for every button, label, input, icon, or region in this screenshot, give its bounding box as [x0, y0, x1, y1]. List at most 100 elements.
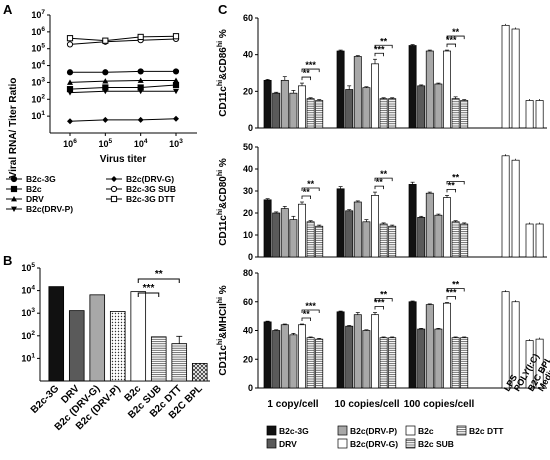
panel-a-data-point: [102, 116, 109, 123]
panel-c-legend-label: B2c: [418, 426, 434, 436]
panel-c-y-tick-label: 30: [243, 186, 253, 196]
panel-a-legend-marker: [110, 185, 118, 193]
panel-c-legend-swatch: [337, 425, 348, 436]
panel-c-bar: [371, 63, 379, 129]
panel-c-y-tick-label: 40: [243, 326, 253, 336]
panel-b-bar: [89, 294, 106, 382]
panel-a-legend-label: B2c(DRV-P): [26, 204, 73, 214]
panel-c-control-bar: [501, 24, 510, 129]
panel-c-y-tick-label: 20: [243, 354, 253, 364]
panel-a-data-point: [172, 68, 180, 75]
panel-c-significance-bracket: [446, 43, 456, 48]
panel-c-bar: [451, 98, 460, 129]
panel-a-legend-label: DRV: [26, 194, 44, 204]
panel-c-group-label-1: 1 copy/cell: [267, 399, 318, 410]
panel-c-bar: [263, 321, 272, 389]
panel-c-bar: [362, 221, 371, 258]
panel-a-data-point: [172, 33, 180, 40]
panel-c-ylabel: CD11chi&CD80hi %: [217, 158, 229, 246]
panel-a-data-point: [173, 115, 179, 122]
panel-c-bar: [388, 337, 397, 389]
panel-c-bar: [443, 197, 451, 258]
panel-c-bar: [388, 225, 397, 258]
panel-a-y-tick-label: 105: [31, 43, 45, 54]
panel-c-bar: [272, 330, 281, 389]
panel-c-legend-label: B2c(DRV-G): [350, 439, 398, 449]
panel-b-bar: [150, 336, 167, 382]
panel-b-bar: [171, 343, 188, 382]
panel-c-bar: [460, 337, 469, 389]
panel-c-significance-bracket: [446, 296, 456, 300]
panel-b-y-tick-label: 103: [21, 307, 35, 318]
panel-c-bar: [298, 324, 306, 389]
panel-a-data-point: [102, 88, 109, 95]
panel-c-significance-label: **: [303, 187, 311, 197]
panel-c-y-tick-label: 80: [243, 268, 253, 278]
panel-a-data-point: [173, 77, 179, 83]
panel-c-bar: [289, 334, 298, 389]
panel-c-bar: [443, 302, 451, 389]
panel-c-legend-swatch: [266, 425, 277, 436]
panel-a-legend-marker: [11, 196, 17, 202]
panel-c-significance-bracket: [446, 189, 456, 193]
panel-c-bar: [345, 325, 354, 389]
panel-c-bar: [434, 83, 443, 129]
panel-a-data-point: [102, 69, 109, 76]
panel-a-legend-marker: [110, 195, 118, 203]
panel-c-bar: [408, 45, 417, 129]
panel-c-significance-bracket: [374, 44, 393, 49]
panel-a-data-point: [66, 35, 74, 42]
panel-c-significance-label: ***: [305, 60, 316, 70]
panel-c-ylabel: CD11chi&MHCIIhi %: [217, 285, 229, 375]
panel-a-data-point: [137, 33, 144, 41]
panel-c-significance-label: **: [380, 169, 388, 179]
panel-c-bar: [460, 223, 469, 258]
panel-c-bar: [408, 301, 417, 389]
panel-c-significance-bracket: [301, 187, 320, 191]
panel-c-significance-label: **: [303, 68, 311, 78]
panel-c-y-tick-label: 0: [248, 252, 253, 262]
panel-c-y-tick-label: 10: [243, 230, 253, 240]
panel-c-bar: [434, 328, 443, 389]
panel-c-control-bar: [535, 100, 544, 129]
panel-a-data-point: [67, 118, 73, 125]
panel-c-group-label-3: 100 copies/cell: [404, 399, 475, 410]
panel-c-significance-label: **: [452, 279, 460, 289]
panel-label-b: B: [3, 253, 12, 268]
panel-b-y-tick-label: 101: [21, 352, 35, 363]
panel-a-legend-label: B2c-3G SUB: [126, 184, 176, 194]
panel-c-bar: [388, 98, 397, 129]
panel-a-legend-label: B2c-3G: [26, 174, 56, 184]
panel-c-significance-bracket: [374, 298, 393, 302]
panel-c-bar: [371, 314, 379, 389]
panel-c-bar: [315, 100, 324, 129]
panel-c-legend-swatch: [337, 438, 348, 449]
panel-c-bar: [379, 337, 388, 389]
panel-c-legend-label: B2c SUB: [418, 439, 454, 449]
panel-c-significance-bracket: [301, 195, 311, 199]
panel-b-significance-bracket: [137, 278, 180, 283]
panel-c-bar: [417, 328, 426, 389]
panel-c-significance-label: ***: [446, 35, 457, 45]
panel-a-y-tick-label: 101: [31, 110, 45, 121]
panel-a-series-line: [69, 80, 176, 83]
panel-c-bar: [272, 92, 281, 129]
panel-a-data-point: [67, 90, 73, 96]
panel-c-bar: [306, 221, 315, 258]
panel-c-bar: [272, 212, 281, 258]
panel-c-y-tick-label: 0: [248, 383, 253, 393]
panel-c-ylabel: CD11chi&CD86hi %: [217, 29, 229, 117]
panel-c-bar: [280, 324, 289, 389]
panel-label-a: A: [3, 2, 13, 17]
panel-c-bar: [451, 221, 460, 258]
panel-c-significance-label: ***: [374, 44, 385, 54]
panel-a-x-tick-label: 104: [134, 138, 148, 149]
panel-c-legend-label: B2c DTT: [469, 426, 504, 436]
panel-b-y-tick-label: 104: [21, 285, 35, 296]
panel-c-control-bar: [525, 223, 534, 258]
panel-c-bar: [353, 201, 362, 258]
panel-c-significance-label: ***: [374, 298, 385, 308]
panel-c-bar: [353, 56, 362, 129]
panel-c-bar: [263, 199, 272, 258]
panel-a-y-tick-label: 102: [31, 93, 45, 104]
